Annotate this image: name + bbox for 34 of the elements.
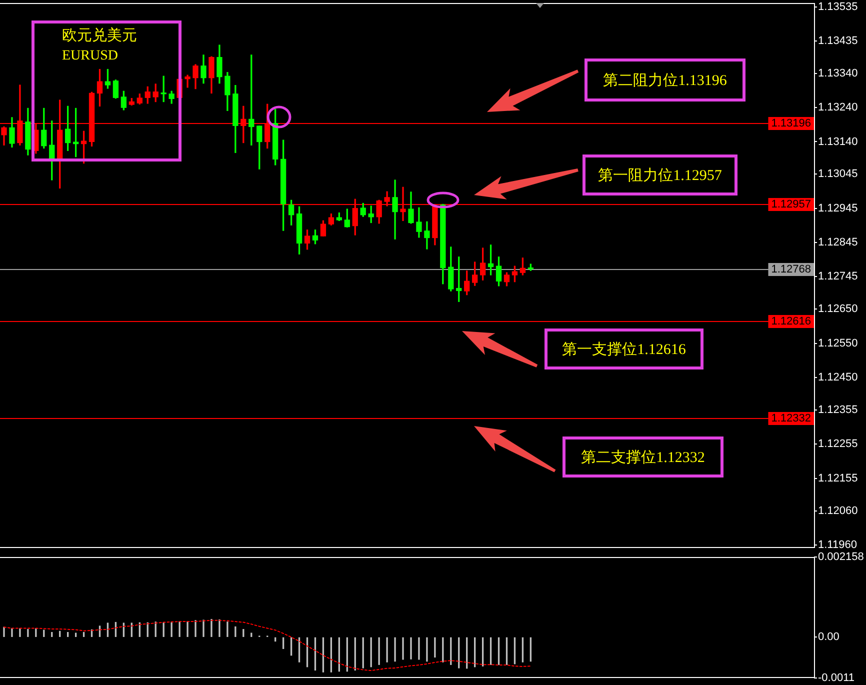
y-tick-label: 0.002158 — [818, 551, 864, 564]
y-tick-label: 1.13435 — [818, 34, 858, 47]
y-tick-label: 1.11960 — [818, 538, 857, 551]
ref-line-label: 1.13196 — [771, 118, 812, 130]
annotation: 第二阻力位1.13196 — [603, 72, 728, 89]
y-tick-label: 1.13240 — [818, 102, 858, 114]
candlestick — [184, 74, 190, 88]
y-tick-label: 1.13535 — [818, 0, 858, 13]
line-series — [3, 620, 532, 672]
candlestick — [392, 180, 398, 240]
y-tick-label: 1.12255 — [818, 438, 858, 450]
y-tick-label: 1.12450 — [818, 372, 858, 384]
annotation: 第一阻力位1.12957 — [598, 166, 722, 184]
y-tick-label: 1.12845 — [818, 236, 858, 249]
text: EURUSD — [62, 48, 118, 64]
y-tick-label: 1.12650 — [818, 303, 858, 316]
y-tick-label: 1.12355 — [818, 404, 858, 416]
y-tick-label: 1.12550 — [818, 337, 858, 350]
y-tick-label: 1.13340 — [818, 67, 858, 80]
text: 欧元兑美元 — [62, 26, 137, 44]
y-tick-label: 1.12155 — [818, 472, 858, 484]
ref-line-label: 1.12616 — [771, 316, 812, 328]
y-tick-label: 1.13045 — [818, 168, 858, 180]
ref-line-label: 1.12768 — [771, 264, 812, 276]
y-tick-label: 1.12945 — [818, 202, 858, 214]
ref-line-label: 1.12332 — [771, 412, 812, 425]
y-tick-label: 1.12060 — [818, 504, 858, 517]
y-tick-label: 1.13140 — [818, 136, 858, 148]
ref-line-label: 1.12957 — [771, 198, 812, 211]
y-tick-label: 0.00 — [818, 631, 840, 644]
annotation: 第二支撑位1.12332 — [581, 448, 705, 466]
annotation: 第一支撑位1.12616 — [562, 340, 686, 358]
y-tick-label: 1.12745 — [818, 270, 858, 283]
y-tick-label: -0.0011 — [818, 672, 854, 684]
